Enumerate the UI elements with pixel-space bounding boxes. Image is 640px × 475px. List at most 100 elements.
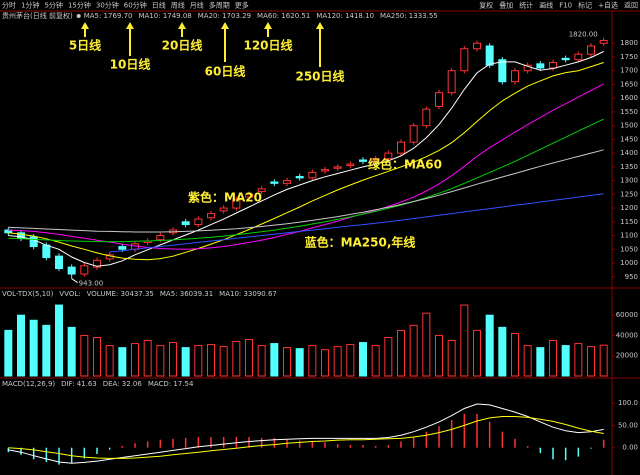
volume-header: MA10: 33090.67: [219, 290, 277, 298]
period-tab[interactable]: 分时: [2, 1, 16, 10]
tool-button[interactable]: +自选: [598, 1, 618, 10]
candle-body: [587, 45, 595, 55]
period-tab[interactable]: 15分钟: [68, 1, 91, 10]
period-tab[interactable]: 月线: [190, 1, 204, 10]
annotation: 紫色：MA20: [188, 190, 262, 205]
y-tick-label: 1700: [620, 67, 638, 75]
ma-line: [8, 118, 604, 243]
annotation: 绿色：MA60: [368, 157, 442, 172]
ma-line: [109, 193, 604, 253]
annotation: 60日线: [205, 64, 246, 79]
candle-body: [561, 57, 570, 61]
period-tab[interactable]: 60分钟: [124, 1, 147, 10]
y-tick-label: 100.0: [618, 399, 638, 407]
legend-label: MA60: 1620.51: [257, 12, 310, 20]
volume-bar: [473, 329, 481, 377]
macd-line: [8, 416, 604, 459]
y-tick-label: 60000: [616, 311, 638, 319]
volume-header: MA5: 36039.31: [160, 290, 213, 298]
volume-bar: [295, 348, 304, 377]
volume-bar: [55, 304, 63, 377]
y-tick-label: 0.00: [622, 444, 638, 452]
annotation: 250日线: [295, 69, 344, 84]
candle-body: [308, 171, 317, 179]
candle-body: [194, 218, 203, 226]
candle-body: [245, 193, 253, 198]
candle-body: [599, 39, 608, 44]
low-label: 943.00: [79, 280, 104, 288]
tool-button[interactable]: 返回: [624, 2, 638, 10]
volume-bar: [207, 344, 215, 377]
candle-body: [333, 166, 342, 169]
macd-header: MACD: 17.54: [148, 380, 194, 388]
volume-bar: [194, 345, 203, 377]
candle-body: [17, 232, 25, 239]
candle-body: [473, 42, 481, 50]
period-tab[interactable]: 更多: [235, 1, 249, 10]
tool-button[interactable]: 复权: [479, 1, 493, 10]
candle-body: [232, 199, 241, 209]
y-tick-label: 1450: [620, 135, 638, 143]
volume-bar: [333, 346, 342, 377]
annotation: 120日线: [243, 38, 292, 53]
candle-body: [371, 158, 380, 162]
tool-button[interactable]: F10: [559, 2, 572, 10]
period-tab[interactable]: 5分钟: [44, 1, 62, 10]
y-tick-label: 1100: [620, 232, 638, 240]
volume-bar: [105, 345, 114, 377]
candle-body: [321, 169, 329, 172]
period-tab[interactable]: 30分钟: [96, 1, 119, 10]
period-tab[interactable]: 1分钟: [21, 1, 39, 10]
volume-header: VVOL:: [59, 290, 80, 298]
y-tick-label: 1200: [620, 204, 638, 212]
y-tick-label: 1500: [620, 122, 638, 130]
period-tab[interactable]: 多周期: [209, 1, 230, 10]
candle-body: [397, 141, 405, 154]
candle-body: [384, 152, 393, 160]
tool-button[interactable]: 统计: [519, 1, 533, 10]
macd-header: DEA: 32.06: [103, 380, 143, 388]
volume-bar: [359, 342, 367, 377]
volume-bar: [232, 341, 241, 377]
y-tick-label: 50.00: [618, 421, 638, 429]
volume-bar: [4, 329, 13, 377]
candle-body: [67, 266, 76, 275]
volume-bar: [156, 345, 165, 377]
annotation-arrowhead: [264, 22, 272, 29]
volume-bar: [42, 324, 51, 377]
y-tick-label: 1250: [620, 190, 638, 198]
candle-body: [511, 70, 519, 83]
y-tick-label: 1300: [620, 177, 638, 185]
volume-bar: [245, 339, 253, 377]
period-tab[interactable]: 日线: [152, 1, 166, 10]
volume-bar: [219, 346, 228, 377]
volume-bar: [143, 340, 152, 377]
legend-label: MA250: 1333.55: [380, 12, 438, 20]
candle-body: [156, 235, 165, 241]
volume-bar: [561, 345, 570, 377]
candle-body: [93, 259, 101, 268]
annotation-arrowhead: [316, 22, 324, 29]
volume-bar: [397, 329, 405, 377]
candle-body: [549, 61, 557, 69]
tool-button[interactable]: 叠加: [499, 1, 513, 10]
y-tick-label: 40000: [616, 331, 638, 339]
ma-line: [8, 51, 604, 267]
volume-bar: [67, 326, 76, 377]
tool-button[interactable]: 画线: [539, 1, 553, 10]
candle-body: [536, 63, 545, 69]
tool-button[interactable]: 标记: [578, 1, 592, 10]
volume-bar: [523, 345, 532, 377]
stock-title: 贵州茅台(日线 前复权): [2, 11, 73, 20]
volume-bar: [574, 343, 583, 377]
legend-label: MA5: 1769.70: [84, 12, 133, 20]
y-tick-label: 1550: [620, 108, 638, 116]
ma-line: [8, 83, 604, 250]
period-tab[interactable]: 周线: [171, 1, 185, 10]
candle-body: [422, 108, 431, 127]
volume-bar: [447, 340, 456, 377]
volume-bar: [257, 345, 266, 377]
volume-bar: [511, 332, 519, 377]
candle-body: [409, 125, 418, 143]
volume-bar: [460, 304, 469, 377]
